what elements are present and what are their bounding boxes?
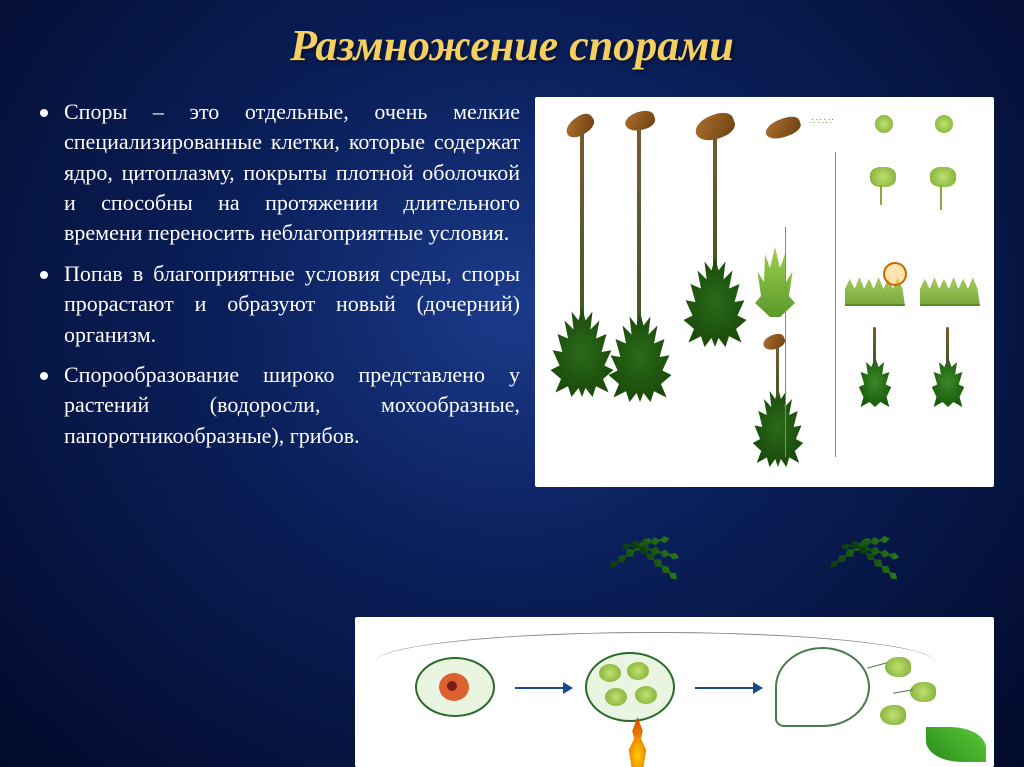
bullet-item: Споры – это отдельные, очень мелкие спец… [40,97,520,249]
algae-cell-dividing-icon [585,652,675,722]
leaf-icon [926,727,986,762]
germinating-spore-icon [870,167,896,187]
moss-plant-icon [605,312,675,402]
bullet-text: Попав в благоприятные условия среды, спо… [64,259,520,350]
bullet-text: Спорообразование широко представлено у р… [64,360,520,451]
fern-frond-icon [815,517,915,577]
flagellum-icon [867,662,887,668]
gametophyte-crown-icon [920,272,980,306]
slide-title: Размножение спорами [30,20,994,71]
image-column: ∴∵∴∵ [535,97,994,767]
moss-stem-icon [776,347,779,397]
zoospore-icon [910,682,936,702]
spore-icon [875,115,893,133]
fern-illustration [535,497,994,607]
germinating-spore-icon [930,167,956,187]
spore-dots-icon: ∴∵∴∵ [810,117,834,126]
cycle-curve [375,632,935,662]
spore-capsule-icon [763,113,803,142]
bullet-item: Попав в благоприятные условия среды, спо… [40,259,520,350]
moss-stem-icon [946,327,949,367]
moss-plant-icon [547,307,617,397]
moss-stem-icon [580,132,584,332]
moss-plant-icon [750,387,806,467]
arrow-icon [515,687,565,689]
moss-stem-icon [873,327,876,367]
algae-cell-icon [415,657,495,717]
flame-icon [620,717,655,767]
spore-capsule-icon [761,332,786,353]
content-row: Споры – это отдельные, очень мелкие спец… [30,97,994,767]
fern-frond-icon [595,517,695,577]
bullet-dot-icon [40,109,48,117]
guide-line [835,152,836,457]
moss-stem-icon [713,135,717,275]
moss-lifecycle-illustration: ∴∵∴∵ [535,97,994,487]
guide-line [785,227,786,457]
slide: Размножение спорами Споры – это отдельны… [0,0,1024,767]
bullet-dot-icon [40,372,48,380]
moss-plant-icon [680,257,750,347]
zoospore-icon [880,705,906,725]
rootlet-icon [880,185,882,205]
fertilization-icon [883,262,907,286]
bullet-item: Спорообразование широко представлено у р… [40,360,520,451]
algae-cycle-illustration [355,617,994,767]
spore-icon [935,115,953,133]
arrow-icon [695,687,755,689]
bullet-dot-icon [40,271,48,279]
bullet-text: Споры – это отдельные, очень мелкие спец… [64,97,520,249]
rootlet-icon [940,185,942,210]
moss-stem-icon [637,127,641,337]
young-shoot-icon [750,247,800,317]
